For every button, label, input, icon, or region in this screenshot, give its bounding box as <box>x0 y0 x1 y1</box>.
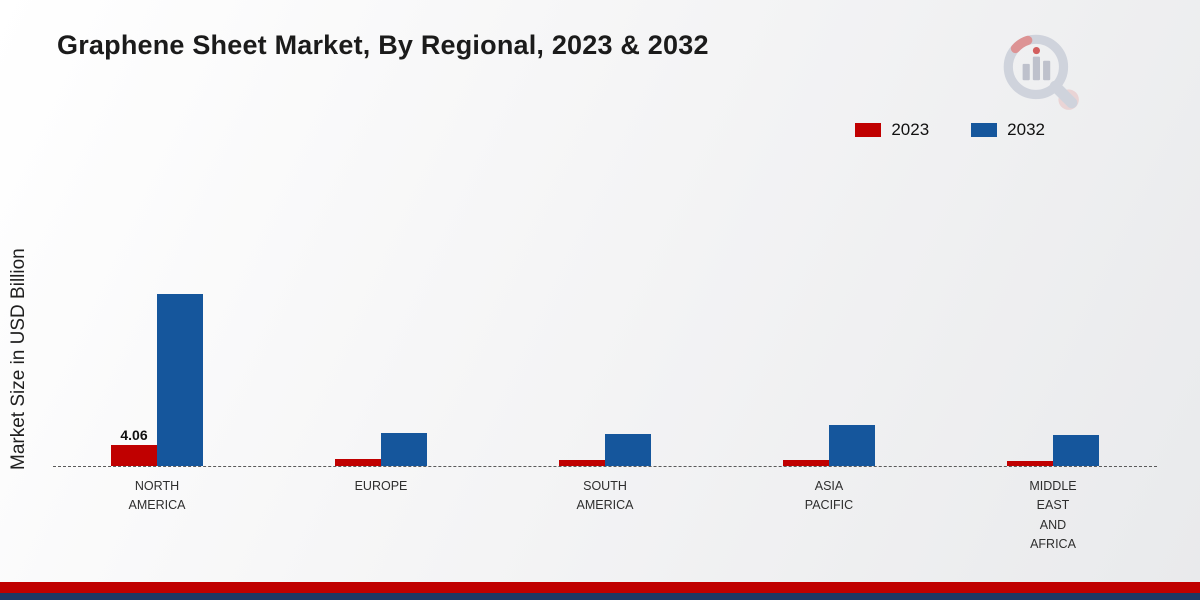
x-axis-label-south-america: SOUTH AMERICA <box>576 479 634 513</box>
legend-label-2023: 2023 <box>891 120 930 139</box>
x-axis-label-middle-east-and-africa: MIDDLE EAST AND AFRICA <box>1029 479 1077 552</box>
footer-navy-strip <box>0 593 1200 600</box>
bar-group-asia-pacific <box>783 424 875 466</box>
legend-item-2023: 2023 <box>855 120 929 140</box>
bar-group-north-america: 4.06 <box>111 294 203 466</box>
bar-2023-middle-east-and-africa <box>1007 461 1053 466</box>
x-axis-label-north-america: NORTH AMERICA <box>128 479 186 513</box>
plot-area: 4.06 NORTH AMERICA EUROPE SOUTH AMERICA ASIA… <box>45 150 1165 551</box>
bar-2032-north-america <box>157 294 203 466</box>
x-axis-label-europe: EUROPE <box>354 479 408 493</box>
brand-logo-icon <box>995 26 1085 116</box>
legend-swatch-2023 <box>855 123 882 137</box>
legend-label-2032: 2032 <box>1007 120 1045 139</box>
y-axis-label: Market Size in USD Billion <box>8 248 29 470</box>
bar-2032-asia-pacific <box>829 424 875 466</box>
x-axis-label-asia-pacific: ASIA PACIFIC <box>804 479 854 513</box>
bar-2023-north-america <box>111 444 157 466</box>
bar-2023-asia-pacific <box>783 460 829 466</box>
bar-2032-middle-east-and-africa <box>1053 434 1099 466</box>
bar-2023-europe <box>335 459 381 466</box>
chart-title: Graphene Sheet Market, By Regional, 2023… <box>57 30 709 60</box>
bar-2032-europe <box>381 432 427 466</box>
bar-2032-south-america <box>605 433 651 466</box>
bar-group-europe <box>335 432 427 466</box>
bar-value-label-2023-north-america: 4.06 <box>120 426 148 443</box>
bar-2023-south-america <box>559 460 605 466</box>
x-axis-baseline <box>53 466 1157 467</box>
legend-item-2032: 2032 <box>971 120 1045 140</box>
bar-group-south-america <box>559 433 651 466</box>
legend: 2023 2032 <box>855 120 1045 140</box>
legend-swatch-2032 <box>971 123 998 137</box>
bar-group-middle-east-and-africa <box>1007 434 1099 466</box>
footer-red-strip <box>0 582 1200 593</box>
